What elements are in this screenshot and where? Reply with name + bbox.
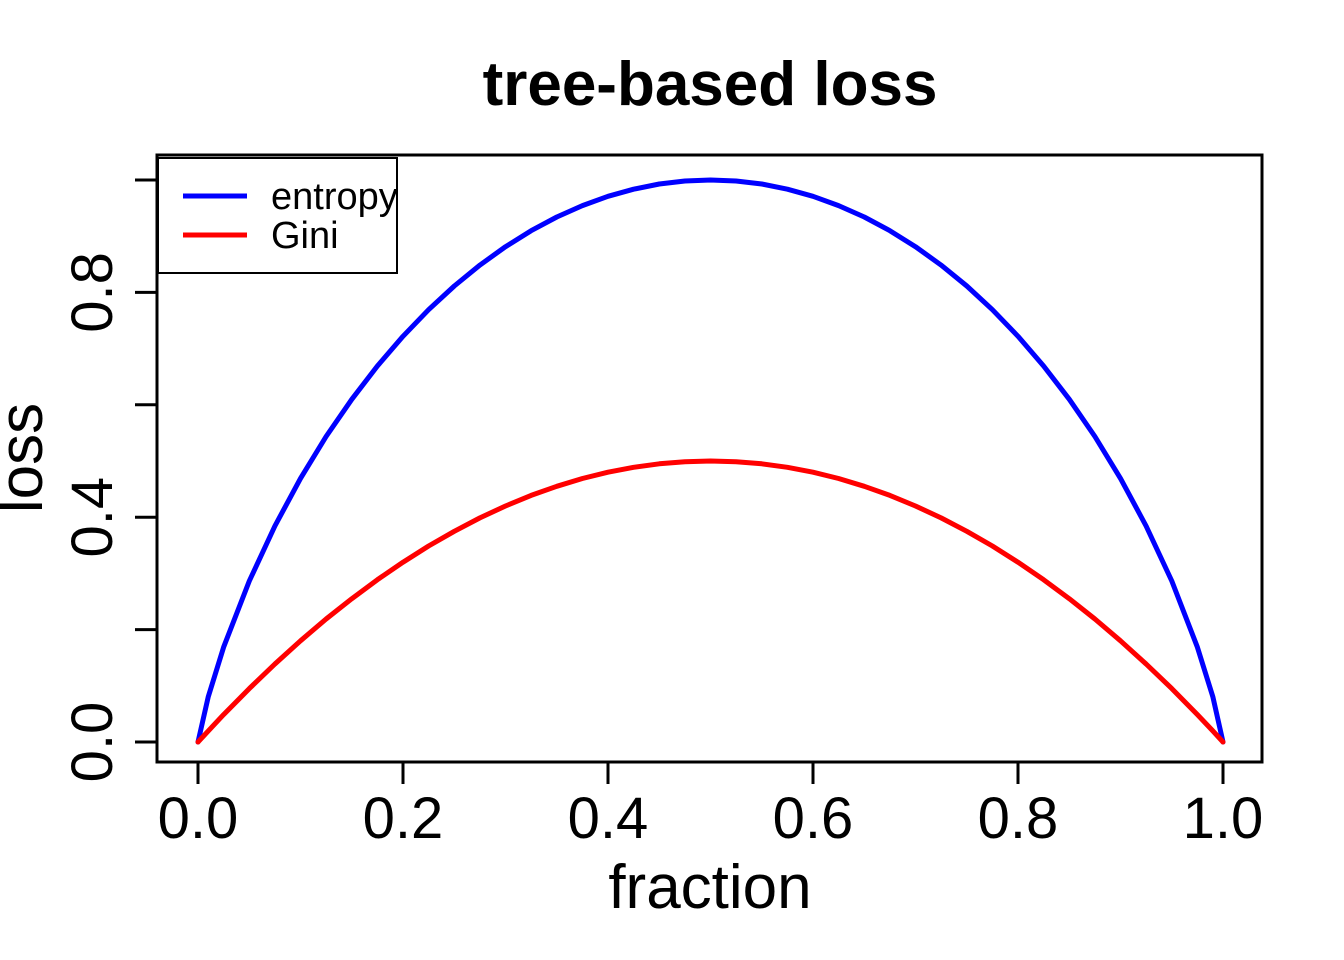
x-axis: 0.0 0.2 0.4 0.6 0.8 1.0 <box>158 762 1264 851</box>
x-tick-label: 0.0 <box>158 786 239 851</box>
x-tick-label: 0.4 <box>568 786 649 851</box>
y-tick-label: 0.0 <box>60 702 125 783</box>
legend-label: Gini <box>271 215 339 257</box>
x-tick-label: 0.2 <box>363 786 444 851</box>
y-tick-label: 0.4 <box>60 477 125 558</box>
y-axis: 0.0 0.4 0.8 <box>60 178 157 783</box>
y-axis-label: loss <box>0 403 56 513</box>
x-tick-label: 0.8 <box>978 786 1059 851</box>
x-tick-label: 0.6 <box>773 786 854 851</box>
series-line-entropy <box>195 177 1226 745</box>
legend-label: entropy <box>271 176 398 218</box>
chart-title: tree-based loss <box>483 50 938 119</box>
x-axis-label: fraction <box>608 853 811 922</box>
y-tick-label: 0.8 <box>60 252 125 333</box>
x-tick-label: 1.0 <box>1183 786 1264 851</box>
plot-border <box>155 153 1264 764</box>
legend-box <box>157 157 398 274</box>
series-lines <box>195 177 1226 745</box>
series-line-Gini <box>195 458 1226 745</box>
